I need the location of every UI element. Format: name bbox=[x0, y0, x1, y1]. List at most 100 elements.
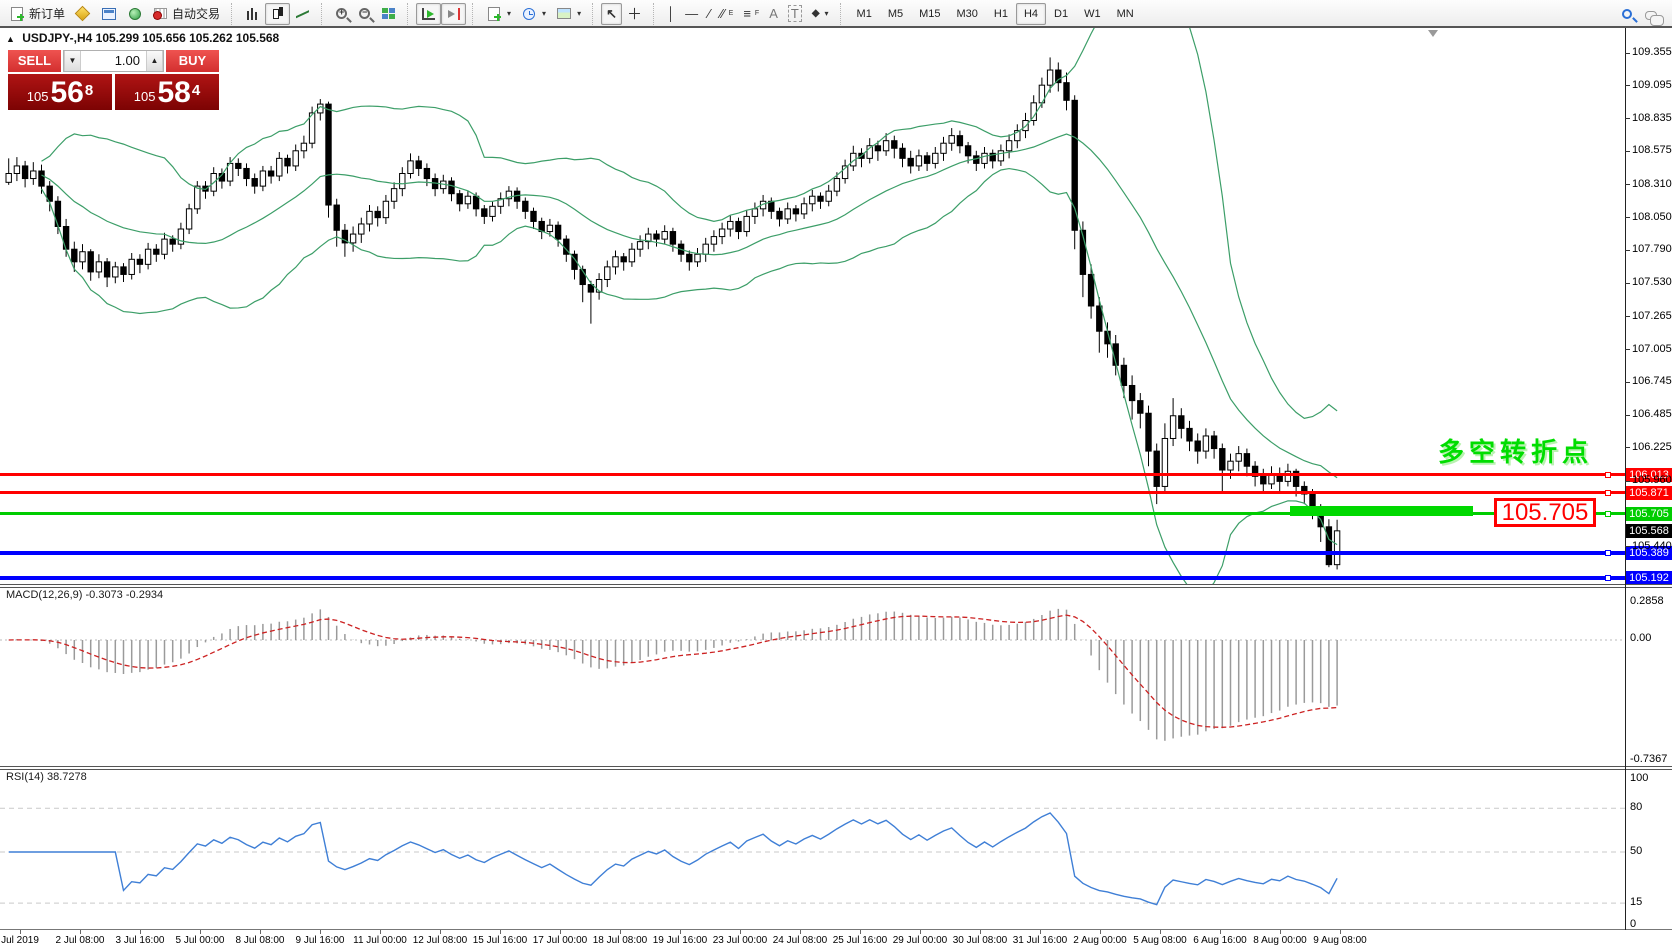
channel-icon: ∕∕ bbox=[720, 6, 725, 21]
volume-up-button[interactable]: ▲ bbox=[146, 51, 163, 71]
buy-button[interactable]: BUY bbox=[166, 50, 219, 72]
horizontal-line-105.705[interactable] bbox=[0, 512, 1625, 516]
arrows-button[interactable]: ◆ ▾ bbox=[807, 3, 834, 25]
indicators-icon bbox=[488, 6, 502, 21]
auto-trading-label: 自动交易 bbox=[172, 7, 221, 21]
timeframe-h4[interactable]: H4 bbox=[1015, 2, 1047, 25]
line-handle[interactable] bbox=[1605, 510, 1611, 517]
new-order-button[interactable]: 新订单 bbox=[4, 3, 70, 25]
bar-chart-button[interactable] bbox=[240, 3, 265, 25]
zoom-out-button[interactable]: − bbox=[353, 3, 376, 25]
time-label: 17 Jul 00:00 bbox=[532, 935, 588, 946]
volume-down-button[interactable]: ▼ bbox=[64, 51, 81, 71]
time-tick bbox=[860, 930, 861, 934]
timeframe-h1[interactable]: H1 bbox=[993, 7, 1008, 20]
tile-windows-button[interactable] bbox=[376, 3, 401, 25]
ohlc-low: 105.262 bbox=[189, 31, 233, 45]
fibonacci-button[interactable]: ≡ F bbox=[738, 3, 764, 25]
horizontal-line-105.389[interactable] bbox=[0, 551, 1625, 556]
timeframe-m5[interactable]: M5 bbox=[887, 7, 904, 20]
price-level-label-105.192: 105.192 bbox=[1626, 571, 1672, 586]
clock-icon bbox=[523, 7, 536, 20]
sell-price-big: 56 bbox=[50, 76, 84, 109]
toolbar-separator bbox=[231, 2, 237, 25]
time-label: 11 Jul 00:00 bbox=[353, 935, 407, 946]
periods-button[interactable]: ▾ bbox=[516, 3, 551, 25]
rsi-scale-label: 0 bbox=[1630, 918, 1637, 930]
price-tick-label: 108.575 bbox=[1632, 144, 1672, 157]
time-tick bbox=[1040, 930, 1041, 934]
timeframe-w1[interactable]: W1 bbox=[1084, 7, 1101, 20]
line-handle[interactable] bbox=[1605, 489, 1611, 496]
scroll-to-end-icon[interactable] bbox=[1428, 30, 1438, 37]
sell-price-tile[interactable]: 105 56 8 bbox=[8, 74, 112, 110]
horizontal-line-button[interactable]: — bbox=[680, 3, 703, 25]
time-tick bbox=[380, 930, 381, 934]
macd-scale-label: 0.2858 bbox=[1630, 595, 1664, 607]
zoom-in-button[interactable]: + bbox=[330, 3, 353, 25]
rsi-pane[interactable] bbox=[0, 770, 1625, 929]
crosshair-button[interactable]: ＋ bbox=[622, 3, 647, 25]
annotation-text[interactable]: 多空转折点 bbox=[1438, 437, 1594, 467]
time-label: 29 Jul 00:00 bbox=[892, 935, 948, 946]
text-button[interactable]: A bbox=[764, 3, 783, 25]
channel-button[interactable]: ∕∕ E bbox=[715, 3, 738, 25]
signals-button[interactable] bbox=[122, 3, 148, 25]
time-tick bbox=[800, 930, 801, 934]
templates-button[interactable]: ▾ bbox=[551, 3, 586, 25]
indicators-button[interactable]: ▾ bbox=[481, 3, 516, 25]
rsi-scale-label: 80 bbox=[1630, 801, 1643, 813]
channel-letter: E bbox=[728, 10, 734, 17]
metaeditor-button[interactable] bbox=[70, 3, 96, 25]
line-handle[interactable] bbox=[1605, 550, 1611, 557]
auto-scroll-icon bbox=[422, 7, 436, 20]
cursor-button[interactable]: ↖ bbox=[601, 2, 622, 25]
market-watch-button[interactable] bbox=[96, 3, 122, 25]
timeframe-m1[interactable]: M1 bbox=[856, 7, 872, 20]
toolbar-border bbox=[0, 26, 1672, 28]
text-label-button[interactable]: T bbox=[783, 3, 807, 25]
timeframe-m15[interactable]: M15 bbox=[919, 7, 941, 20]
horizontal-line-105.192[interactable] bbox=[0, 576, 1625, 581]
buy-price-tile[interactable]: 105 58 4 bbox=[115, 74, 219, 110]
timeframe-m30[interactable]: M30 bbox=[956, 7, 978, 20]
line-handle[interactable] bbox=[1605, 575, 1611, 582]
volume-input[interactable]: 1.00 bbox=[114, 53, 140, 68]
price-tick-label: 106.225 bbox=[1632, 440, 1672, 453]
line-handle[interactable] bbox=[1605, 471, 1611, 478]
timeframe-d1[interactable]: D1 bbox=[1054, 7, 1069, 20]
trendline-button[interactable]: ∕ bbox=[703, 3, 715, 25]
auto-trading-button[interactable]: 自动交易 bbox=[148, 3, 225, 25]
line-chart-button[interactable] bbox=[290, 3, 315, 25]
price-tick bbox=[1625, 480, 1630, 482]
price-callout-box[interactable]: 105.705 bbox=[1494, 498, 1596, 527]
horizontal-line-106.013[interactable] bbox=[0, 473, 1625, 477]
toolbar-separator bbox=[321, 2, 327, 25]
price-tick-label: 109.095 bbox=[1632, 78, 1672, 91]
horizontal-line-105.871[interactable] bbox=[0, 491, 1625, 495]
price-tick bbox=[1625, 282, 1630, 284]
vertical-line-button[interactable]: │ bbox=[662, 3, 680, 25]
price-tick bbox=[1625, 52, 1630, 54]
candlestick-button[interactable] bbox=[265, 2, 291, 25]
price-tick-label: 105.960 bbox=[1632, 474, 1672, 487]
time-tick bbox=[620, 930, 621, 934]
sell-button[interactable]: SELL bbox=[8, 50, 61, 72]
price-level-label-106.013: 106.013 bbox=[1626, 467, 1672, 482]
auto-scroll-button[interactable] bbox=[416, 2, 442, 25]
time-tick bbox=[1220, 930, 1221, 934]
green-rectangle-object[interactable] bbox=[1290, 506, 1473, 516]
candlestick-chart[interactable] bbox=[0, 28, 1625, 584]
time-tick bbox=[320, 930, 321, 934]
pane-separator[interactable] bbox=[0, 766, 1672, 767]
timeframe-mn[interactable]: MN bbox=[1116, 7, 1134, 20]
time-tick bbox=[500, 930, 501, 934]
search-button[interactable] bbox=[1616, 3, 1638, 25]
macd-pane[interactable] bbox=[0, 588, 1625, 766]
time-axis[interactable]: Jul 2019 2 Jul 08:00 3 Jul 16:00 5 Jul 00:0… bbox=[0, 930, 1672, 951]
chat-button[interactable] bbox=[1638, 3, 1664, 26]
chart-shift-button[interactable] bbox=[441, 2, 467, 25]
tile-windows-icon bbox=[382, 7, 395, 20]
new-order-label: 新订单 bbox=[29, 7, 66, 21]
pane-separator[interactable] bbox=[0, 584, 1672, 585]
